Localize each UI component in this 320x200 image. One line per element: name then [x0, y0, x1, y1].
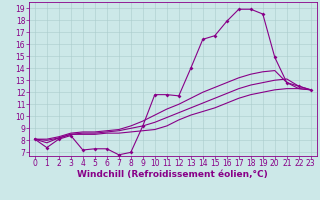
X-axis label: Windchill (Refroidissement éolien,°C): Windchill (Refroidissement éolien,°C) [77, 170, 268, 179]
